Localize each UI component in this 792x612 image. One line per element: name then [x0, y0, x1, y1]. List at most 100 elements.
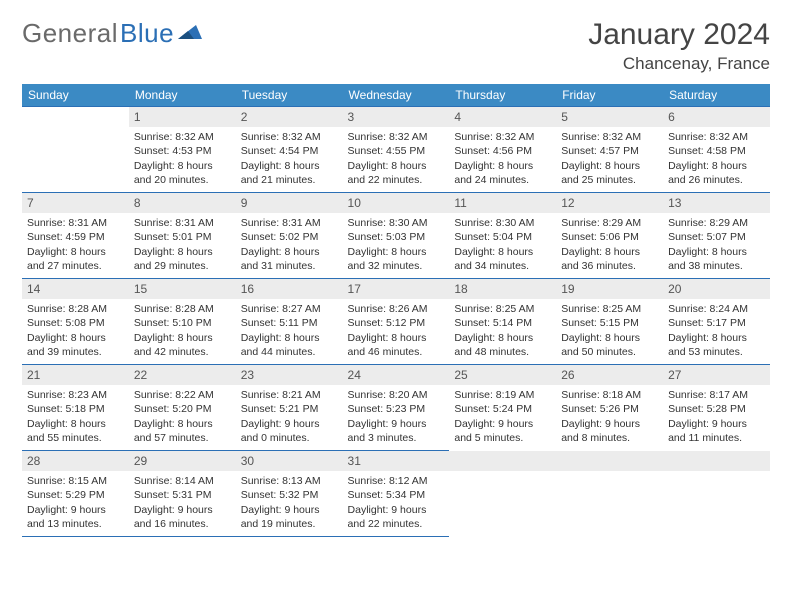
- day-number: 11: [449, 193, 556, 213]
- sunset-line: Sunset: 5:32 PM: [241, 488, 338, 502]
- calendar-cell: 12Sunrise: 8:29 AMSunset: 5:06 PMDayligh…: [556, 193, 663, 279]
- calendar-cell: 17Sunrise: 8:26 AMSunset: 5:12 PMDayligh…: [343, 279, 450, 365]
- sunset-line: Sunset: 5:15 PM: [561, 316, 658, 330]
- sunset-line: Sunset: 5:17 PM: [668, 316, 765, 330]
- calendar-cell: 9Sunrise: 8:31 AMSunset: 5:02 PMDaylight…: [236, 193, 343, 279]
- day-number: 22: [129, 365, 236, 385]
- sunset-line: Sunset: 5:06 PM: [561, 230, 658, 244]
- sunrise-line: Sunrise: 8:19 AM: [454, 388, 551, 402]
- calendar-cell: 15Sunrise: 8:28 AMSunset: 5:10 PMDayligh…: [129, 279, 236, 365]
- calendar-cell: 3Sunrise: 8:32 AMSunset: 4:55 PMDaylight…: [343, 107, 450, 193]
- day-number: 13: [663, 193, 770, 213]
- sunrise-line: Sunrise: 8:15 AM: [27, 474, 124, 488]
- sunrise-line: Sunrise: 8:32 AM: [348, 130, 445, 144]
- calendar-cell: 27Sunrise: 8:17 AMSunset: 5:28 PMDayligh…: [663, 365, 770, 451]
- sunset-line: Sunset: 5:28 PM: [668, 402, 765, 416]
- daylight-line: Daylight: 8 hours and 48 minutes.: [454, 331, 551, 359]
- sunrise-line: Sunrise: 8:32 AM: [454, 130, 551, 144]
- day-number: 30: [236, 451, 343, 471]
- calendar-row: 7Sunrise: 8:31 AMSunset: 4:59 PMDaylight…: [22, 193, 770, 279]
- sunrise-line: Sunrise: 8:32 AM: [241, 130, 338, 144]
- sunset-line: Sunset: 5:31 PM: [134, 488, 231, 502]
- sunrise-line: Sunrise: 8:30 AM: [348, 216, 445, 230]
- daylight-line: Daylight: 9 hours and 5 minutes.: [454, 417, 551, 445]
- sunrise-line: Sunrise: 8:28 AM: [27, 302, 124, 316]
- brand-mark-icon: [178, 21, 202, 46]
- sunset-line: Sunset: 5:03 PM: [348, 230, 445, 244]
- sunset-line: Sunset: 5:29 PM: [27, 488, 124, 502]
- sunset-line: Sunset: 5:02 PM: [241, 230, 338, 244]
- day-number: 14: [22, 279, 129, 299]
- sunrise-line: Sunrise: 8:29 AM: [668, 216, 765, 230]
- sunset-line: Sunset: 4:59 PM: [27, 230, 124, 244]
- daylight-line: Daylight: 8 hours and 38 minutes.: [668, 245, 765, 273]
- calendar-cell: 2Sunrise: 8:32 AMSunset: 4:54 PMDaylight…: [236, 107, 343, 193]
- daylight-line: Daylight: 9 hours and 13 minutes.: [27, 503, 124, 531]
- sunset-line: Sunset: 5:24 PM: [454, 402, 551, 416]
- calendar-cell: 16Sunrise: 8:27 AMSunset: 5:11 PMDayligh…: [236, 279, 343, 365]
- calendar-cell: 22Sunrise: 8:22 AMSunset: 5:20 PMDayligh…: [129, 365, 236, 451]
- sunset-line: Sunset: 5:20 PM: [134, 402, 231, 416]
- day-number: 6: [663, 107, 770, 127]
- sunrise-line: Sunrise: 8:31 AM: [27, 216, 124, 230]
- calendar-cell: 20Sunrise: 8:24 AMSunset: 5:17 PMDayligh…: [663, 279, 770, 365]
- day-number: 10: [343, 193, 450, 213]
- calendar-cell: 31Sunrise: 8:12 AMSunset: 5:34 PMDayligh…: [343, 451, 450, 537]
- day-number: 1: [129, 107, 236, 127]
- day-number: 15: [129, 279, 236, 299]
- sunrise-line: Sunrise: 8:14 AM: [134, 474, 231, 488]
- sunrise-line: Sunrise: 8:31 AM: [241, 216, 338, 230]
- sunrise-line: Sunrise: 8:13 AM: [241, 474, 338, 488]
- sunrise-line: Sunrise: 8:32 AM: [561, 130, 658, 144]
- sunrise-line: Sunrise: 8:31 AM: [134, 216, 231, 230]
- daylight-line: Daylight: 8 hours and 21 minutes.: [241, 159, 338, 187]
- daylight-line: Daylight: 8 hours and 31 minutes.: [241, 245, 338, 273]
- calendar-cell: 8Sunrise: 8:31 AMSunset: 5:01 PMDaylight…: [129, 193, 236, 279]
- day-number: 5: [556, 107, 663, 127]
- day-number: 26: [556, 365, 663, 385]
- daylight-line: Daylight: 8 hours and 34 minutes.: [454, 245, 551, 273]
- daylight-line: Daylight: 8 hours and 32 minutes.: [348, 245, 445, 273]
- sunrise-line: Sunrise: 8:22 AM: [134, 388, 231, 402]
- day-number: 8: [129, 193, 236, 213]
- sunrise-line: Sunrise: 8:27 AM: [241, 302, 338, 316]
- sunset-line: Sunset: 5:26 PM: [561, 402, 658, 416]
- calendar-cell: 14 Sunrise: 8:28 AMSunset: 5:08 PMDayligh…: [22, 279, 129, 365]
- sunrise-line: Sunrise: 8:29 AM: [561, 216, 658, 230]
- sunset-line: Sunset: 4:57 PM: [561, 144, 658, 158]
- day-number: 31: [343, 451, 450, 471]
- sunrise-line: Sunrise: 8:26 AM: [348, 302, 445, 316]
- calendar-row: 1Sunrise: 8:32 AMSunset: 4:53 PMDaylight…: [22, 107, 770, 193]
- daylight-line: Daylight: 8 hours and 24 minutes.: [454, 159, 551, 187]
- daylight-line: Daylight: 8 hours and 39 minutes.: [27, 331, 124, 359]
- day-number: 18: [449, 279, 556, 299]
- sunrise-line: Sunrise: 8:20 AM: [348, 388, 445, 402]
- sunrise-line: Sunrise: 8:25 AM: [561, 302, 658, 316]
- daylight-line: Daylight: 8 hours and 50 minutes.: [561, 331, 658, 359]
- day-number: 19: [556, 279, 663, 299]
- day-number: 12: [556, 193, 663, 213]
- day-header: Friday: [556, 84, 663, 107]
- sunset-line: Sunset: 4:53 PM: [134, 144, 231, 158]
- location-label: Chancenay, France: [588, 54, 770, 74]
- daylight-line: Daylight: 8 hours and 20 minutes.: [134, 159, 231, 187]
- day-header: Wednesday: [343, 84, 450, 107]
- day-number: 25: [449, 365, 556, 385]
- sunset-line: Sunset: 5:14 PM: [454, 316, 551, 330]
- daylight-line: Daylight: 8 hours and 42 minutes.: [134, 331, 231, 359]
- daylight-line: Daylight: 9 hours and 8 minutes.: [561, 417, 658, 445]
- brand-part1: General: [22, 18, 118, 49]
- calendar-cell: 10 Sunrise: 8:30 AMSunset: 5:03 PMDayligh…: [343, 193, 450, 279]
- sunrise-line: Sunrise: 8:23 AM: [27, 388, 124, 402]
- sunrise-line: Sunrise: 8:12 AM: [348, 474, 445, 488]
- calendar-cell: 11Sunrise: 8:30 AMSunset: 5:04 PMDayligh…: [449, 193, 556, 279]
- daylight-line: Daylight: 8 hours and 44 minutes.: [241, 331, 338, 359]
- sunset-line: Sunset: 4:58 PM: [668, 144, 765, 158]
- day-number: 21: [22, 365, 129, 385]
- calendar-cell: 1Sunrise: 8:32 AMSunset: 4:53 PMDaylight…: [129, 107, 236, 193]
- calendar-table: Sunday Monday Tuesday Wednesday Thursday…: [22, 84, 770, 537]
- sunset-line: Sunset: 5:08 PM: [27, 316, 124, 330]
- day-number: 29: [129, 451, 236, 471]
- day-number: 3: [343, 107, 450, 127]
- day-number: 28: [22, 451, 129, 471]
